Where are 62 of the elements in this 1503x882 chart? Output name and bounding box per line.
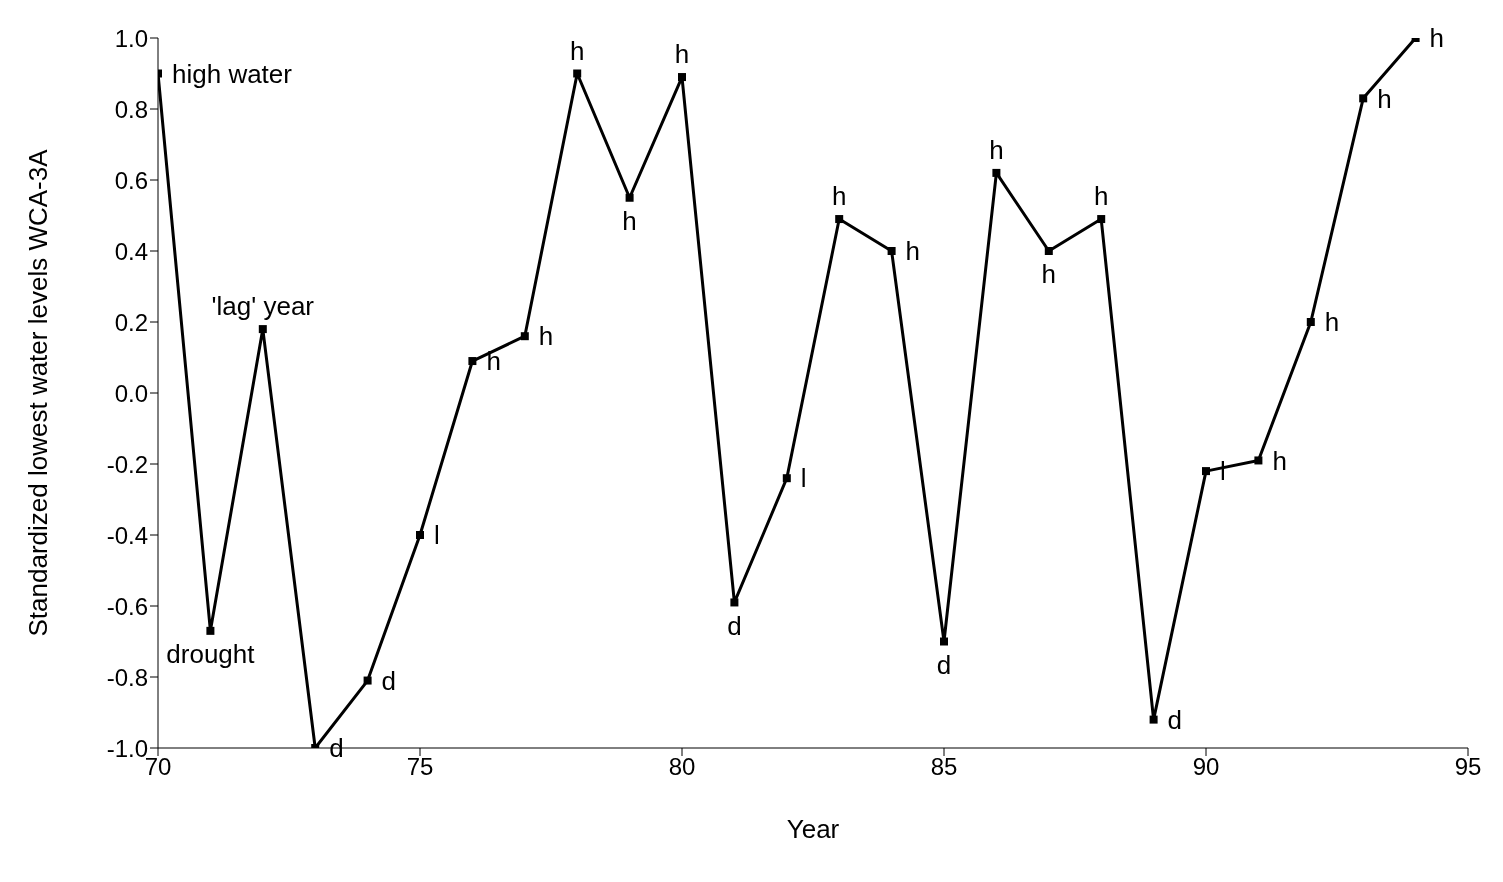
point xyxy=(678,73,686,82)
y-tick-label: -0.6 xyxy=(106,592,148,620)
annotation: h xyxy=(674,39,690,70)
point xyxy=(1097,215,1106,224)
point xyxy=(416,531,424,539)
annotation: l xyxy=(434,520,440,551)
point xyxy=(1306,318,1315,326)
annotation: h xyxy=(831,181,847,212)
point xyxy=(363,676,372,685)
point xyxy=(573,69,582,78)
point xyxy=(1254,456,1263,465)
point xyxy=(206,626,215,635)
y-tick-label: -0.8 xyxy=(106,663,148,691)
annotation: h xyxy=(1041,259,1057,290)
y-tick-label: 0.4 xyxy=(114,237,148,265)
y-tick-label: 1.0 xyxy=(114,24,148,52)
point xyxy=(1149,715,1158,724)
point xyxy=(520,332,529,341)
annotation: d xyxy=(936,649,952,680)
point xyxy=(1044,247,1053,255)
y-tick-label: 0.6 xyxy=(114,166,148,194)
x-tick-label: 85 xyxy=(930,753,958,781)
point xyxy=(1359,94,1368,103)
x-tick-label: 80 xyxy=(668,753,696,781)
x-tick-label: 90 xyxy=(1192,753,1220,781)
annotation: drought xyxy=(166,639,256,670)
point xyxy=(835,215,844,224)
annotation: h xyxy=(1429,23,1445,54)
annotation: d xyxy=(381,665,397,696)
y-tick-label: 0.0 xyxy=(114,379,148,407)
point xyxy=(468,357,477,366)
annotation: high water xyxy=(172,58,293,89)
annotation: h xyxy=(1377,83,1392,114)
annotation: h xyxy=(622,206,637,237)
y-tick-label: -0.4 xyxy=(106,521,148,549)
point xyxy=(782,474,791,483)
annotation: h xyxy=(1093,181,1109,212)
y-axis-title: Standardized lowest water levels WCA-3A xyxy=(23,148,54,637)
y-tick-label: 0.2 xyxy=(114,308,148,336)
annotation: h xyxy=(569,35,585,66)
point xyxy=(730,598,739,607)
x-axis-title: Year xyxy=(786,814,840,844)
annotation: d xyxy=(1167,704,1183,735)
point xyxy=(992,168,1001,177)
annotation: h xyxy=(538,321,554,352)
point xyxy=(258,325,267,334)
point xyxy=(887,247,896,255)
annotation: d xyxy=(727,610,742,641)
point xyxy=(940,637,948,646)
annotation: 'lag' year xyxy=(211,291,315,322)
annotation: h xyxy=(905,236,921,267)
point xyxy=(625,193,634,202)
annotation: h xyxy=(1324,307,1340,338)
annotation: h xyxy=(989,134,1004,165)
annotation: h xyxy=(1272,445,1287,476)
y-tick-label: -0.2 xyxy=(106,450,148,478)
x-tick-label: 95 xyxy=(1454,753,1482,781)
x-tick-label: 75 xyxy=(406,753,434,781)
point xyxy=(1202,467,1210,476)
annotation: d xyxy=(329,733,344,764)
annotation: l xyxy=(800,463,807,494)
y-tick-label: 0.8 xyxy=(114,95,148,123)
